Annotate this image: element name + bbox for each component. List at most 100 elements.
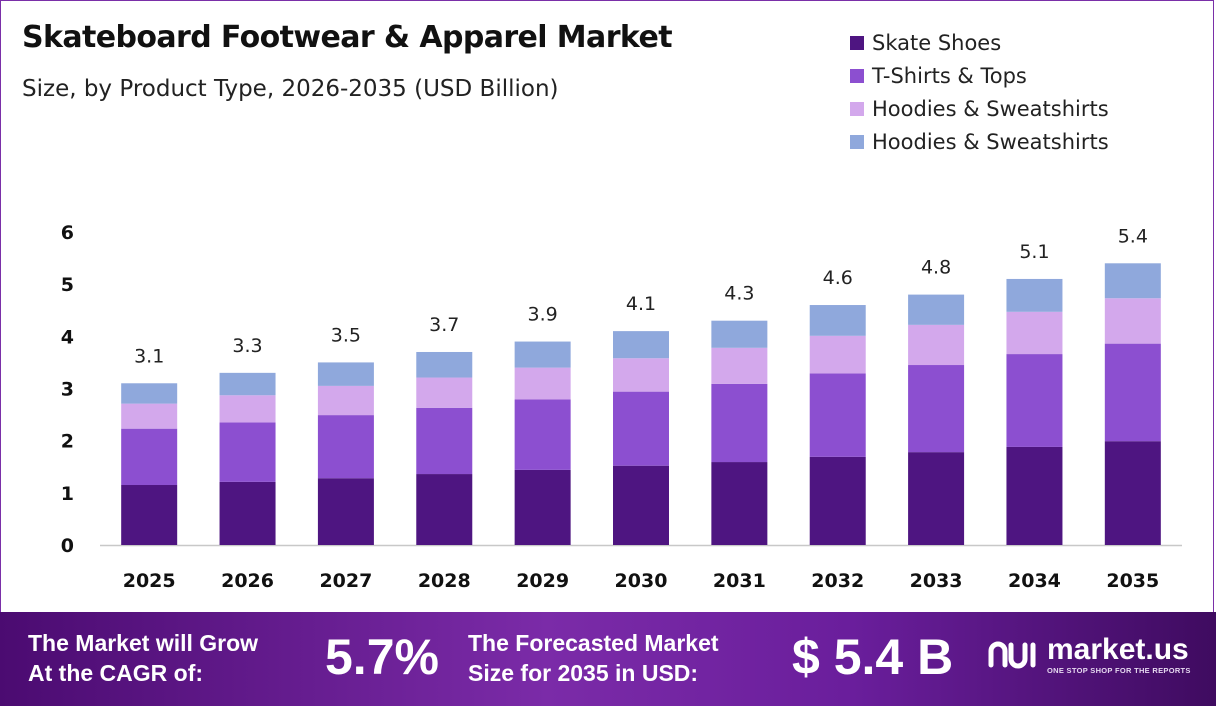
- x-tick-label: 2033: [910, 570, 963, 592]
- cagr-caption: The Market will Grow At the CAGR of:: [28, 628, 258, 688]
- cagr-value: 5.7%: [325, 629, 439, 685]
- bar-segment-3-2033: [908, 324, 965, 366]
- bar-segment-4-2026: [219, 372, 276, 396]
- bar-segment-2-2034: [1006, 354, 1063, 447]
- bar-segment-1-2025: [121, 485, 178, 545]
- bar-segment-2-2031: [711, 383, 768, 463]
- bar-segment-4-2029: [514, 341, 571, 368]
- bar-segment-4-2031: [711, 320, 768, 348]
- x-tick-label: 2030: [615, 570, 668, 592]
- forecast-caption-line1: The Forecasted Market: [468, 630, 719, 656]
- bar-segment-2-2030: [613, 391, 669, 466]
- forecast-value: $ 5.4 B: [792, 629, 954, 685]
- bar-segment-3-2031: [711, 347, 768, 384]
- bar-total-label: 5.4: [1118, 225, 1148, 247]
- chart-subtitle: Size, by Product Type, 2026-2035 (USD Bi…: [22, 76, 559, 102]
- legend-label-hoodies-sweatshirts: Hoodies & Sweatshirts: [872, 96, 1109, 121]
- bar-segment-3-2034: [1006, 311, 1063, 355]
- bar-total-label: 4.8: [921, 257, 951, 279]
- bar-total-label: 5.1: [1019, 241, 1049, 263]
- y-tick-label: 2: [61, 431, 74, 453]
- bar-segment-1-2029: [514, 469, 571, 545]
- legend-item-skate-shoes: Skate Shoes: [850, 26, 1109, 59]
- bar-segment-1-2027: [317, 478, 374, 545]
- legend-swatch-t-shirts-tops: [850, 68, 864, 83]
- x-tick-label: 2032: [811, 570, 864, 592]
- bar-segment-2-2025: [121, 428, 178, 486]
- cagr-caption-line2: At the CAGR of:: [28, 660, 204, 686]
- bar-segment-1-2026: [219, 481, 276, 545]
- bar-total-label: 4.3: [724, 283, 754, 305]
- forecast-caption: The Forecasted Market Size for 2035 in U…: [468, 628, 719, 688]
- bar-segment-4-2028: [416, 351, 473, 378]
- bar-segment-1-2028: [416, 474, 473, 545]
- bar-segment-4-2025: [121, 383, 178, 404]
- bar-total-label: 3.9: [528, 304, 558, 326]
- bar-segment-2-2032: [809, 373, 866, 457]
- bar-segment-3-2026: [219, 395, 276, 423]
- bar-segment-3-2029: [514, 367, 571, 400]
- footer-banner: The Market will Grow At the CAGR of: 5.7…: [0, 612, 1216, 706]
- bar-segment-4-2035: [1104, 263, 1161, 299]
- legend-item-hoodies-sweatshirts: Hoodies & Sweatshirts: [850, 92, 1109, 125]
- legend-label-hoodies-sweatshirts-2: Hoodies & Sweatshirts: [872, 129, 1109, 154]
- bar-segment-3-2028: [416, 377, 473, 408]
- bar-segment-4-2027: [317, 362, 374, 386]
- y-tick-label: 1: [61, 483, 74, 505]
- bar-segment-4-2030: [613, 331, 669, 359]
- x-tick-label: 2035: [1106, 570, 1159, 592]
- brand-tagline: ONE STOP SHOP FOR THE REPORTS: [1047, 666, 1191, 675]
- bar-total-label: 4.6: [823, 267, 853, 289]
- bar-segment-3-2030: [613, 358, 669, 392]
- x-tick-label: 2026: [221, 570, 274, 592]
- legend-label-t-shirts-tops: T-Shirts & Tops: [872, 63, 1027, 88]
- legend-swatch-hoodies-sweatshirts-2: [850, 134, 864, 149]
- x-tick-label: 2029: [516, 570, 569, 592]
- bar-total-label: 3.3: [232, 335, 262, 357]
- x-tick-label: 2028: [418, 570, 471, 592]
- bar-segment-2-2027: [317, 415, 374, 479]
- bar-segment-2-2028: [416, 407, 473, 475]
- bar-total-label: 3.7: [429, 314, 459, 336]
- bar-total-label: 3.5: [331, 324, 361, 346]
- bar-segment-3-2032: [809, 335, 866, 374]
- stacked-bar-chart: 0 1 2 3 4 5 6 3.1 2025 3.3 2026 3.5 2027 3.7 2028 3.9 20…: [61, 222, 1182, 592]
- legend-item-t-shirts-tops: T-Shirts & Tops: [850, 59, 1109, 92]
- bar-segment-3-2025: [121, 403, 178, 429]
- bar-segment-1-2032: [809, 456, 866, 545]
- y-tick-label: 5: [61, 274, 74, 296]
- bar-segment-3-2027: [317, 385, 374, 416]
- bar-total-label: 4.1: [626, 293, 656, 315]
- y-tick-label: 0: [61, 535, 74, 557]
- legend-swatch-skate-shoes: [850, 35, 864, 50]
- bar-segment-1-2033: [908, 452, 965, 545]
- brand-name: market.us: [1047, 633, 1189, 666]
- y-tick-label: 4: [61, 326, 74, 348]
- y-tick-label: 6: [61, 222, 74, 244]
- bar-total-label: 3.1: [134, 345, 164, 367]
- market-us-logo-icon: [988, 641, 1036, 668]
- bar-segment-3-2035: [1104, 298, 1161, 344]
- chart-frame: [0, 0, 1214, 612]
- bar-segment-1-2035: [1104, 441, 1161, 545]
- bar-segment-2-2033: [908, 365, 965, 453]
- y-tick-label: 3: [61, 379, 74, 401]
- x-tick-label: 2025: [123, 570, 176, 592]
- x-tick-label: 2034: [1008, 570, 1061, 592]
- bar-segment-1-2034: [1006, 446, 1063, 545]
- legend-label-skate-shoes: Skate Shoes: [872, 30, 1002, 55]
- legend-item-hoodies-sweatshirts-2: Hoodies & Sweatshirts: [850, 125, 1109, 158]
- bar-segment-4-2033: [908, 294, 965, 325]
- brand-logo: market.us ONE STOP SHOP FOR THE REPORTS: [985, 634, 1191, 675]
- bar-segment-1-2031: [711, 462, 768, 545]
- cagr-caption-line1: The Market will Grow: [28, 630, 259, 656]
- legend-swatch-hoodies-sweatshirts: [850, 101, 864, 116]
- bar-segment-2-2035: [1104, 343, 1161, 442]
- bar-segment-4-2032: [809, 305, 866, 336]
- x-tick-label: 2031: [713, 570, 766, 592]
- bar-segment-1-2030: [613, 465, 669, 545]
- chart-title: Skateboard Footwear & Apparel Market: [22, 20, 673, 55]
- legend: Skate Shoes T-Shirts & Tops Hoodies & Sw…: [850, 26, 1109, 158]
- bar-segment-2-2026: [219, 422, 276, 482]
- bar-segment-2-2029: [514, 399, 571, 470]
